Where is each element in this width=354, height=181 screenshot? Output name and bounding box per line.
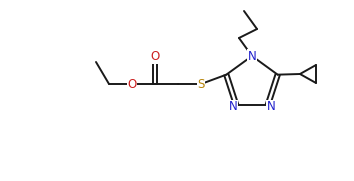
Text: N: N <box>248 49 256 62</box>
Text: N: N <box>267 100 275 113</box>
Text: O: O <box>150 50 160 64</box>
Text: N: N <box>229 100 238 113</box>
Text: O: O <box>127 77 137 90</box>
Text: S: S <box>197 77 205 90</box>
